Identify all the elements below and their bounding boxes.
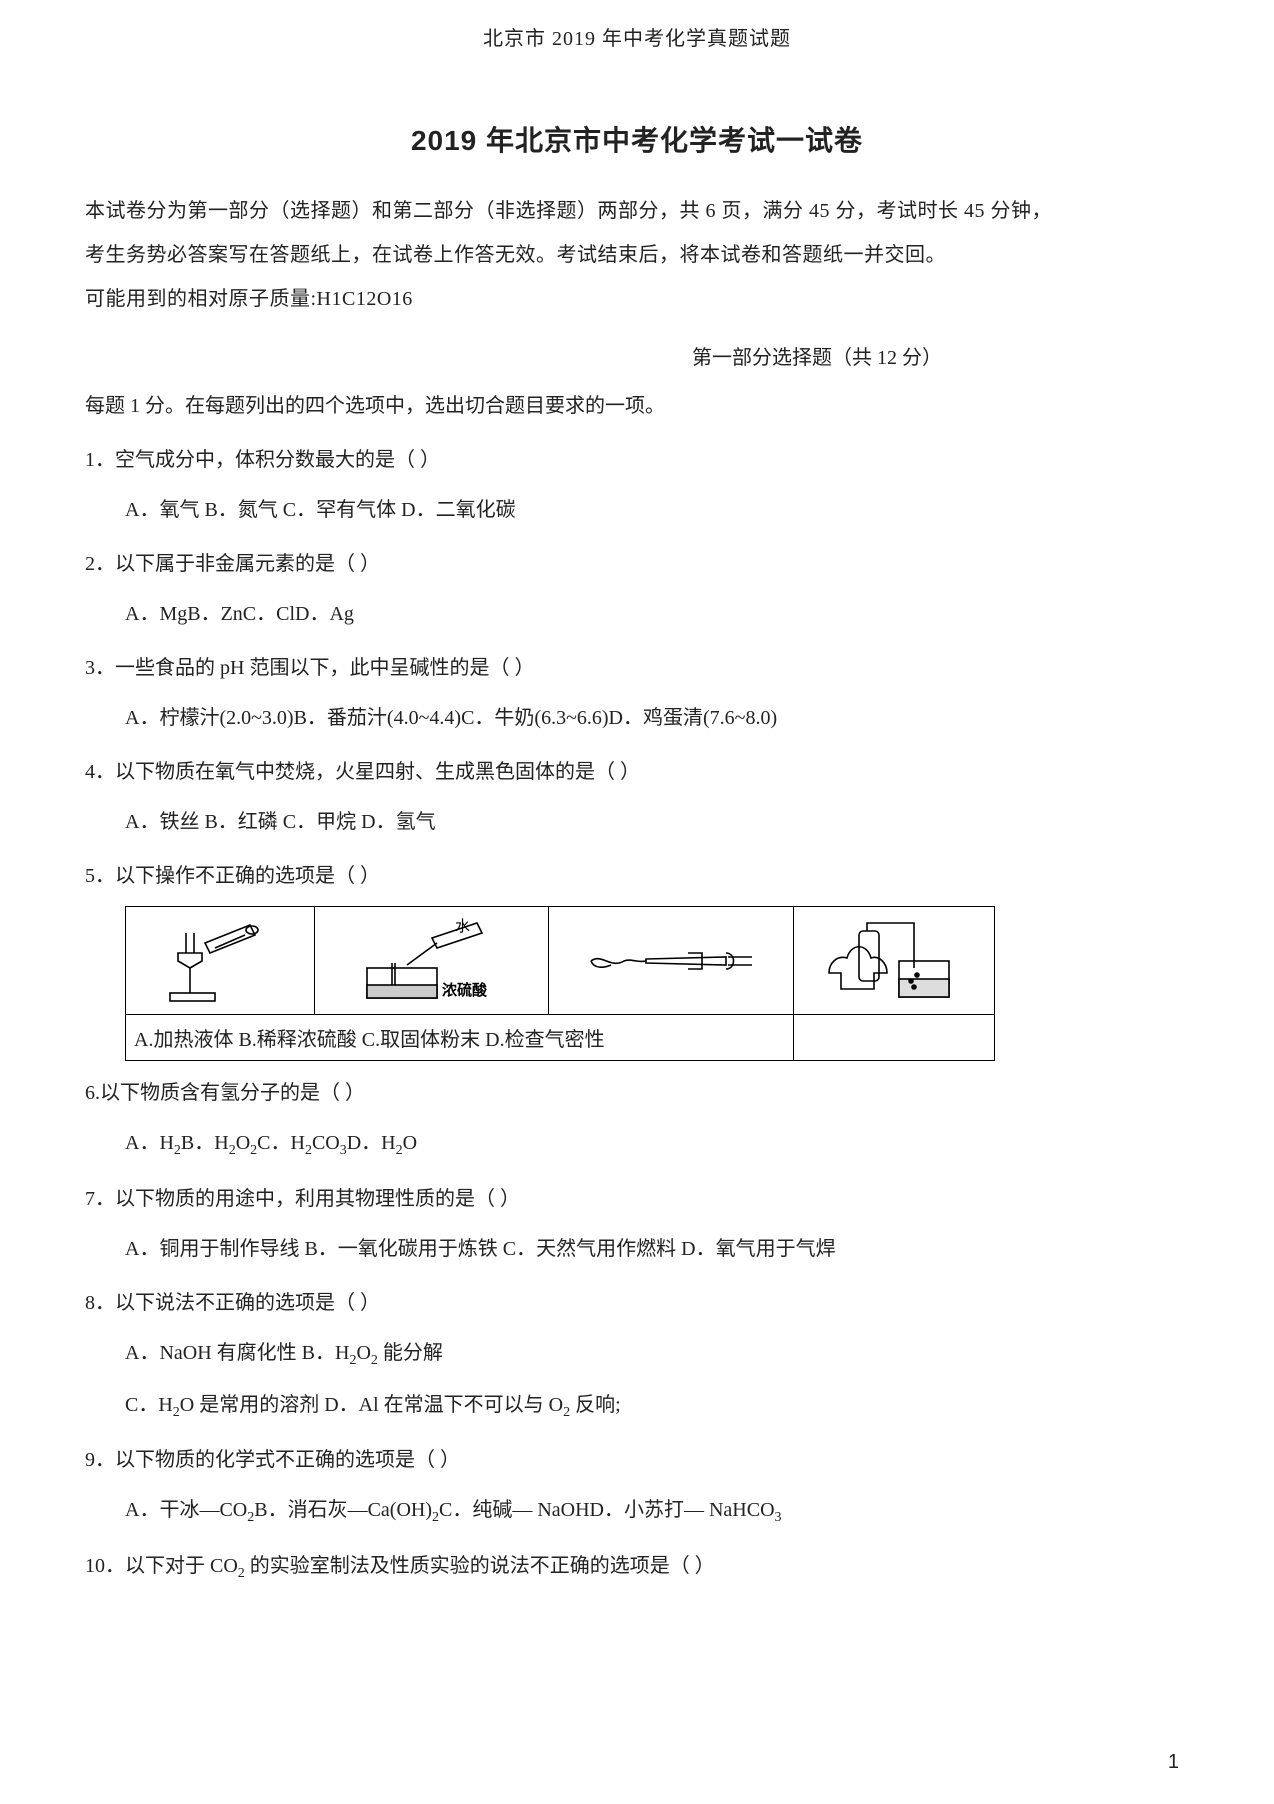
question-3-options: A．柠檬汁(2.0~3.0)B．番茄汁(4.0~4.4)C．牛奶(6.3~6.6…: [85, 696, 1189, 740]
question-5-table: 水 浓硫酸: [125, 906, 995, 1061]
exam-intro: 本试卷分为第一部分（选择题）和第二部分（非选择题）两部分，共 6 页，满分 45…: [85, 189, 1189, 321]
q5-image-a: [126, 907, 315, 1015]
question-10: 10．以下对于 CO2 的实验室制法及性质实验的说法不正确的选项是（ ）: [85, 1544, 1189, 1590]
question-9-options: A．干冰—CO2B．消石灰—Ca(OH)2C．纯碱— NaOHD．小苏打— Na…: [85, 1488, 1189, 1534]
question-1: 1．空气成分中，体积分数最大的是（ ）: [85, 438, 1189, 482]
intro-line-2: 考生务势必答案写在答题纸上，在试卷上作答无效。考试结束后，将本试卷和答题纸一并交…: [85, 233, 1189, 277]
question-4: 4．以下物质在氧气中焚烧，火星四射、生成黑色固体的是（ ）: [85, 750, 1189, 794]
question-8-options-1: A．NaOH 有腐化性 B．H2O2 能分解: [85, 1331, 1189, 1377]
intro-line-1: 本试卷分为第一部分（选择题）和第二部分（非选择题）两部分，共 6 页，满分 45…: [85, 189, 1189, 233]
intro-line-3: 可能用到的相对原子质量:H1C12O16: [85, 277, 1189, 321]
exam-title: 2019 年北京市中考化学考试一试卷: [85, 119, 1189, 159]
q5-caption: A.加热液体 B.稀释浓硫酸 C.取固体粉末 D.检查气密性: [126, 1015, 794, 1061]
instruction: 每题 1 分。在每题列出的四个选项中，选出切合题目要求的一项。: [85, 384, 1189, 428]
q5-image-d: [794, 907, 995, 1015]
take-powder-icon: [576, 913, 766, 1009]
airtightness-icon: [819, 913, 969, 1009]
heating-liquid-icon: [160, 913, 280, 1009]
label-acid: 浓硫酸: [442, 981, 488, 999]
page-header: 北京市 2019 年中考化学真题试题: [85, 0, 1189, 51]
question-3: 3．一些食品的 pH 范围以下，此中呈碱性的是（ ）: [85, 646, 1189, 690]
question-8: 8．以下说法不正确的选项是（ ）: [85, 1281, 1189, 1325]
question-2: 2．以下属于非金属元素的是（ ）: [85, 542, 1189, 586]
question-9: 9．以下物质的化学式不正确的选项是（ ）: [85, 1438, 1189, 1482]
q5-image-b: 水 浓硫酸: [315, 907, 549, 1015]
question-5: 5．以下操作不正确的选项是（ ）: [85, 854, 1189, 898]
question-7: 7．以下物质的用途中，利用其物理性质的是（ ）: [85, 1177, 1189, 1221]
label-water: 水: [455, 918, 470, 935]
question-1-options: A．氧气 B．氮气 C．罕有气体 D．二氧化碳: [85, 488, 1189, 532]
question-6-options: A．H2B．H2O2C．H2CO3D．H2O: [85, 1121, 1189, 1167]
question-4-options: A．铁丝 B．红磷 C．甲烷 D．氢气: [85, 800, 1189, 844]
question-2-options: A．MgB．ZnC．ClD．Ag: [85, 592, 1189, 636]
page-number: 1: [1168, 1751, 1179, 1774]
q5-image-c: [548, 907, 793, 1015]
question-7-options: A．铜用于制作导线 B．一氧化碳用于炼铁 C．天然气用作燃料 D．氧气用于气焊: [85, 1227, 1189, 1271]
question-6: 6.以下物质含有氢分子的是（ ）: [85, 1071, 1189, 1115]
question-8-options-2: C．H2O 是常用的溶剂 D．Al 在常温下不可以与 O2 反响;: [85, 1383, 1189, 1429]
dilute-acid-icon: 水 浓硫酸: [347, 913, 517, 1009]
q5-caption-empty: [794, 1015, 995, 1061]
section-heading: 第一部分选择题（共 12 分）: [85, 341, 1189, 370]
